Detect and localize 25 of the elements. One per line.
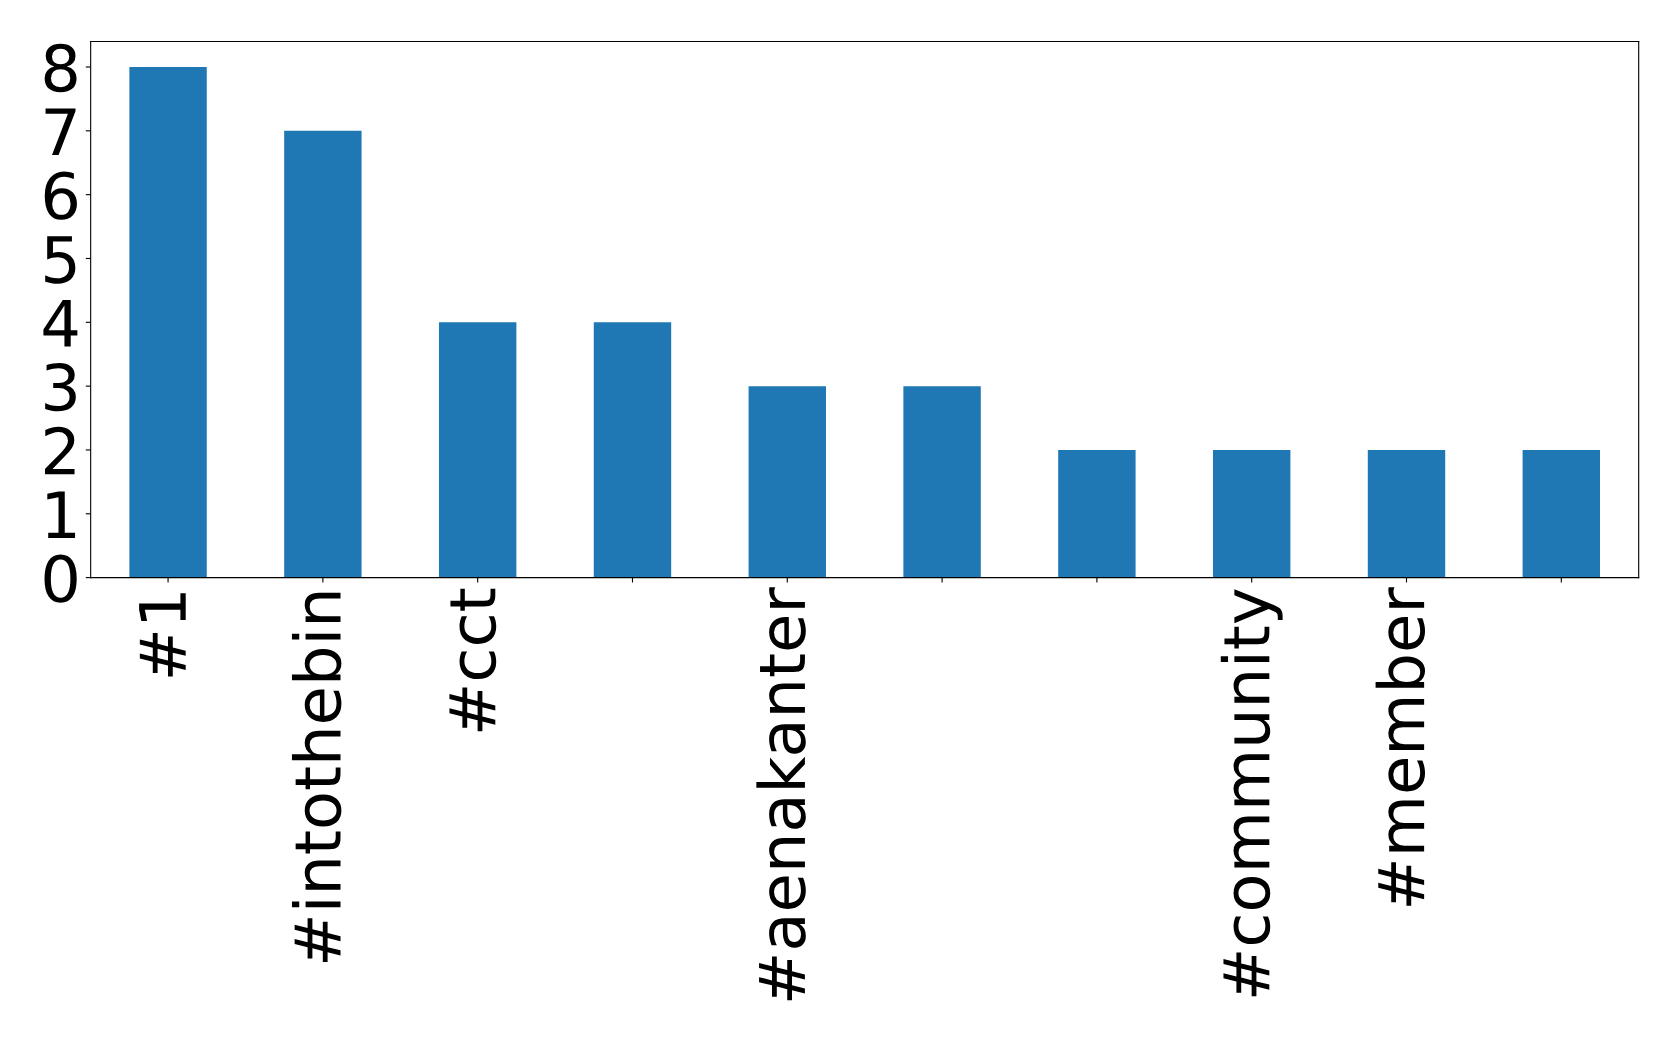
bar — [438, 322, 517, 578]
y-tick-label: 8 — [44, 43, 77, 93]
y-tick-label: 1 — [47, 491, 76, 539]
x-tick-label: #aenakanter — [756, 587, 806, 1001]
y-tick-label: 2 — [44, 426, 75, 475]
bar — [1058, 449, 1136, 578]
y-tick-label: 7 — [45, 108, 76, 156]
y-tick-label: 5 — [45, 236, 76, 284]
bar — [1212, 449, 1291, 578]
bar — [903, 386, 981, 578]
x-tick-label: #community — [1220, 589, 1283, 997]
bar — [129, 67, 207, 578]
bar — [593, 322, 672, 578]
bar — [284, 130, 362, 578]
y-tick-label: 3 — [45, 362, 76, 412]
bar — [748, 386, 826, 578]
x-tick-label: #intothebin — [291, 592, 342, 962]
x-tick-label: #1 — [139, 593, 186, 677]
bar — [1522, 449, 1600, 578]
y-tick-label: 0 — [44, 554, 77, 603]
y-tick-label: 6 — [44, 171, 77, 220]
x-tick-label: #cct — [449, 588, 497, 732]
y-tick-label: 4 — [43, 300, 78, 347]
bar — [1367, 449, 1446, 578]
x-tick-label: #member — [1375, 587, 1426, 906]
